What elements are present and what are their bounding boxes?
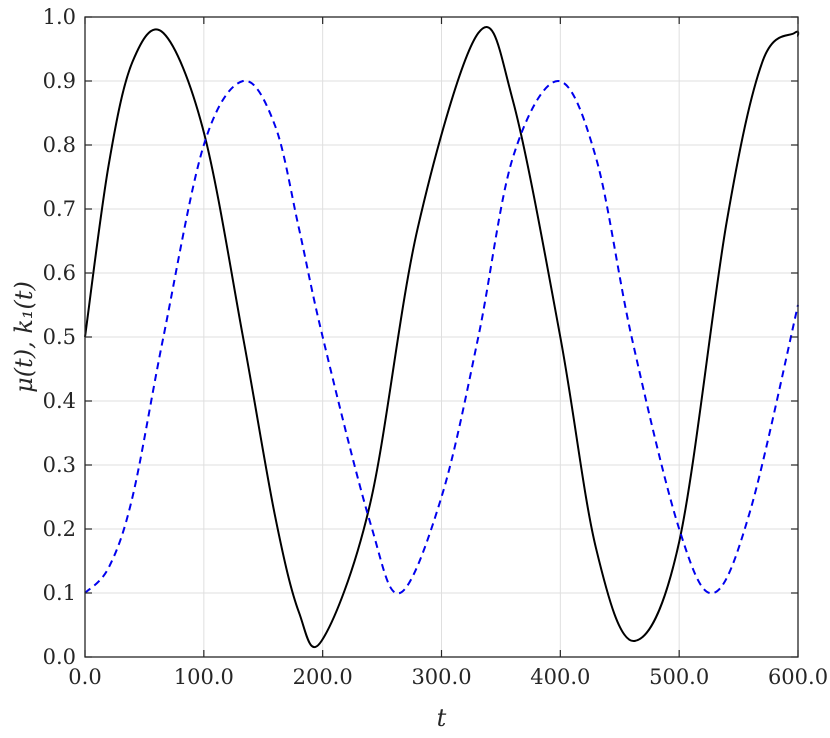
y-tick-label: 0.0 — [43, 645, 76, 669]
series-layer — [84, 25, 800, 649]
y-tick-label: 0.1 — [43, 581, 76, 605]
x-tick-label: 400.0 — [530, 665, 590, 689]
x-axis-label: t — [437, 704, 447, 732]
y-tick-label: 1.0 — [43, 5, 76, 29]
y-tick-label: 0.5 — [43, 325, 76, 349]
x-tick-label: 100.0 — [174, 665, 234, 689]
x-tick-label: 300.0 — [411, 665, 471, 689]
y-tick-label: 0.7 — [43, 197, 76, 221]
x-tick-label: 600.0 — [768, 665, 828, 689]
y-tick-label: 0.9 — [43, 69, 76, 93]
x-tick-label: 200.0 — [293, 665, 353, 689]
tick-marks — [84, 16, 799, 658]
x-tick-label: 0.0 — [68, 665, 101, 689]
series-line-1 — [84, 25, 800, 649]
x-tick-labels: 0.0 100.0 200.0 300.0 400.0 500.0 600.0 — [68, 665, 828, 689]
y-tick-label: 0.6 — [43, 261, 76, 285]
y-tick-label: 0.2 — [43, 517, 76, 541]
series-line-2 — [84, 79, 799, 595]
y-tick-labels: 0.0 0.1 0.2 0.3 0.4 0.5 0.6 0.7 0.8 0.9 1.0 — [43, 5, 76, 669]
y-tick-label: 0.3 — [43, 453, 76, 477]
y-tick-label: 0.4 — [43, 389, 76, 413]
y-axis-label: μ(t), k₁(t) — [10, 281, 38, 393]
grid-lines — [84, 16, 799, 658]
x-tick-label: 500.0 — [649, 665, 709, 689]
y-tick-label: 0.8 — [43, 133, 76, 157]
